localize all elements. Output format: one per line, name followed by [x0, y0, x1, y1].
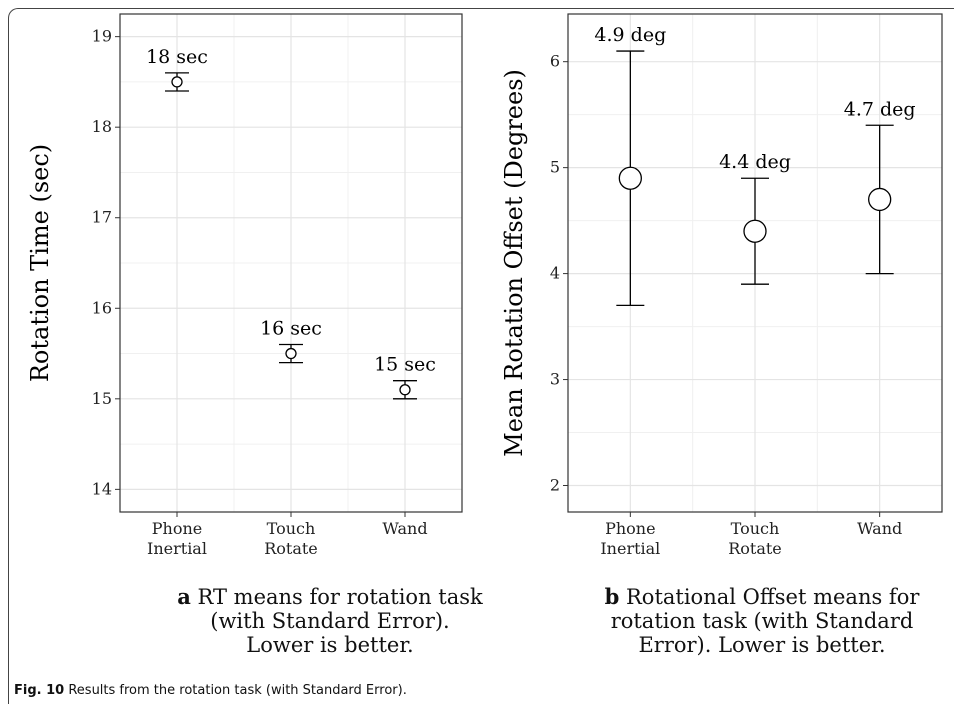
figure-frame: [8, 8, 954, 704]
y-tick-label: 2: [550, 476, 560, 495]
y-tick-label: 3: [550, 370, 560, 389]
data-label: 15 sec: [374, 354, 436, 376]
panel-a-caption-line1: RT means for rotation task: [197, 585, 483, 609]
data-label: 18 sec: [146, 46, 208, 68]
panel-b-caption-line1: Rotational Offset means for: [625, 585, 920, 609]
data-point: [618, 166, 642, 190]
data-point: [868, 187, 892, 212]
x-tick-label: Touch: [267, 519, 316, 538]
y-tick-label: 18: [92, 117, 112, 136]
y-tick-label: 4: [550, 264, 560, 283]
y-axis-title: Rotation Time (sec): [26, 144, 54, 382]
x-tick-label: Phone: [605, 519, 655, 538]
x-tick-label: Touch: [731, 519, 780, 538]
x-tick-label: Rotate: [728, 539, 782, 558]
figure-label: Fig. 10: [14, 683, 65, 698]
x-tick-label: Rotate: [264, 539, 318, 558]
figure-caption: Fig. 10 Results from the rotation task (…: [14, 683, 407, 698]
x-tick-label: Inertial: [600, 539, 660, 558]
panel-a-caption: a RT means for rotation task (with Stand…: [120, 584, 540, 658]
x-tick-label: Phone: [152, 519, 202, 538]
data-label: 4.4 deg: [719, 151, 791, 173]
panel-b-caption-line3: Error). Lower is better.: [638, 633, 886, 657]
y-tick-label: 19: [92, 27, 112, 46]
data-point: [399, 384, 411, 396]
y-tick-label: 17: [92, 208, 112, 227]
figure-caption-text: Results from the rotation task (with Sta…: [68, 683, 407, 698]
data-label: 4.7 deg: [844, 98, 916, 120]
panel-b-caption-line2: rotation task (with Standard: [610, 609, 914, 633]
data-label: 4.9 deg: [594, 24, 666, 46]
panel-b-letter: b: [604, 584, 620, 609]
data-label: 16 sec: [260, 317, 322, 339]
y-tick-label: 6: [550, 52, 560, 71]
panel-b-caption: b Rotational Offset means for rotation t…: [568, 584, 956, 658]
x-tick-label: Inertial: [147, 539, 207, 558]
y-tick-label: 15: [92, 389, 112, 408]
y-tick-label: 14: [92, 479, 112, 498]
panel-a-caption-line3: Lower is better.: [246, 633, 414, 657]
x-tick-label: Wand: [382, 519, 427, 538]
panel-a-caption-line2: (with Standard Error).: [210, 609, 450, 633]
y-axis-title: Mean Rotation Offset (Degrees): [500, 69, 528, 457]
y-tick-label: 16: [92, 298, 112, 317]
x-tick-label: Wand: [857, 519, 902, 538]
data-point: [171, 76, 183, 88]
data-point: [743, 219, 767, 243]
panel-a-letter: a: [177, 584, 191, 609]
data-point: [285, 347, 297, 360]
y-tick-label: 5: [550, 158, 560, 177]
